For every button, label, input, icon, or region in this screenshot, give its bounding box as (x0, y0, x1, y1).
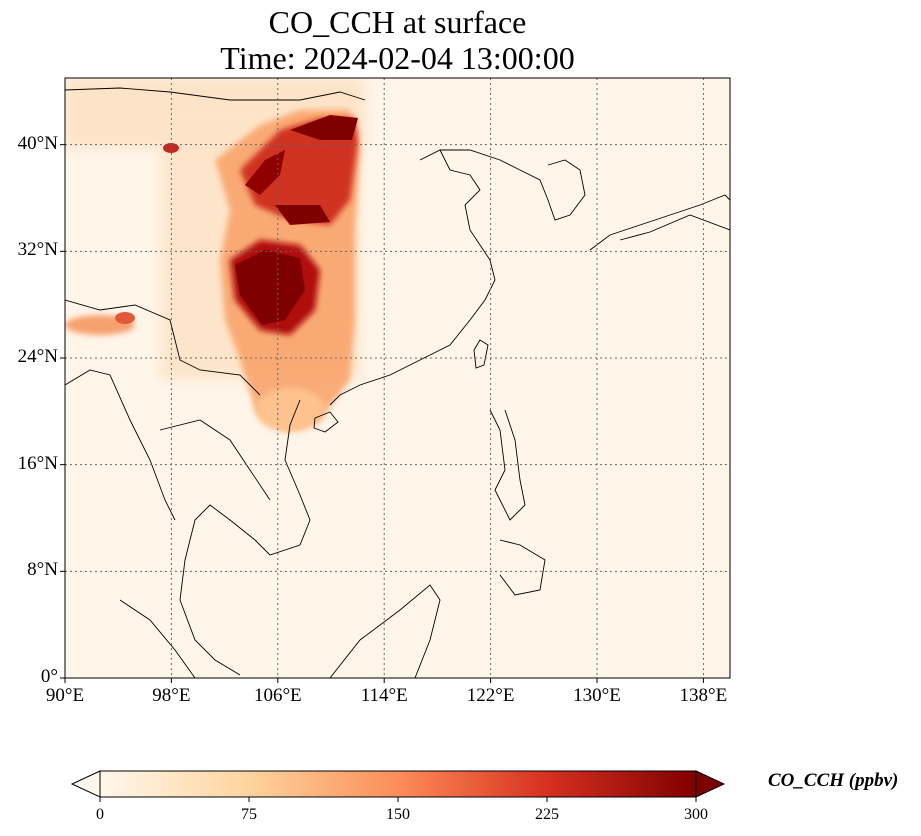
lon-tick-label: 138°E (679, 685, 728, 706)
colorbar-extend-low (70, 770, 101, 798)
colorbar (70, 770, 726, 802)
coast-china-east (329, 149, 496, 406)
coast-myanmar (65, 369, 176, 521)
lat-tick-label: 32°N (17, 239, 58, 261)
plot-title-line2: Time: 2024-02-04 13:00:00 (220, 40, 575, 76)
lon-tick-label: 98°E (152, 685, 191, 706)
plume-peak-center (235, 250, 305, 325)
lon-tick-label: 114°E (360, 685, 408, 706)
plot-title-line1: CO_CCH at surface (268, 4, 527, 40)
coast-mindanao (499, 539, 546, 596)
coast-bohai (419, 149, 521, 171)
plume-peak-ring (245, 150, 285, 195)
lat-tick-label: 8°N (27, 559, 58, 581)
lon-tick-label: 130°E (573, 685, 621, 706)
plume-patch-gulf (255, 388, 325, 432)
colorbar-gradient (100, 771, 696, 797)
plume-high-north (240, 118, 358, 225)
border-north (65, 87, 366, 101)
colorbar-extend-high (695, 770, 726, 798)
coast-sumatra (119, 599, 196, 678)
coast-taiwan (473, 339, 489, 369)
colorbar-tick-label: 150 (386, 806, 410, 823)
plume-peak-north (290, 115, 358, 140)
lon-tick-label: 90°E (45, 685, 85, 706)
colorbar-tick-label: 0 (96, 806, 104, 823)
coast-korea (519, 159, 586, 221)
coast-hainan (313, 411, 339, 433)
map-frame (64, 77, 731, 679)
lon-tick-label: 106°E (253, 685, 302, 706)
coast-vietnam (254, 399, 311, 556)
border-indochina (159, 419, 271, 501)
colorbar-tick-label: 225 (535, 806, 559, 823)
lon-tick-label: 122°E (466, 685, 515, 706)
border-himalaya (65, 299, 261, 396)
coast-thailand (179, 504, 256, 676)
coast-luzon (489, 409, 526, 521)
lat-tick-label: 0° (40, 666, 58, 687)
colorbar-tick-label: 75 (241, 806, 257, 823)
plume-patch-west-2 (115, 312, 135, 324)
colorbar-tick-label: 300 (684, 806, 708, 823)
plume-patch-1 (275, 205, 330, 225)
lat-tick-label: 40°N (17, 132, 58, 154)
colorbar-title: CO_CCH (ppbv) (768, 770, 899, 791)
coast-japan-2 (619, 214, 730, 241)
lat-tick-label: 16°N (17, 452, 58, 474)
coastlines (65, 87, 730, 678)
lat-tick-label: 24°N (17, 346, 58, 367)
concentration-field (65, 78, 365, 432)
coast-borneo (329, 584, 441, 678)
coast-japan (589, 194, 730, 251)
